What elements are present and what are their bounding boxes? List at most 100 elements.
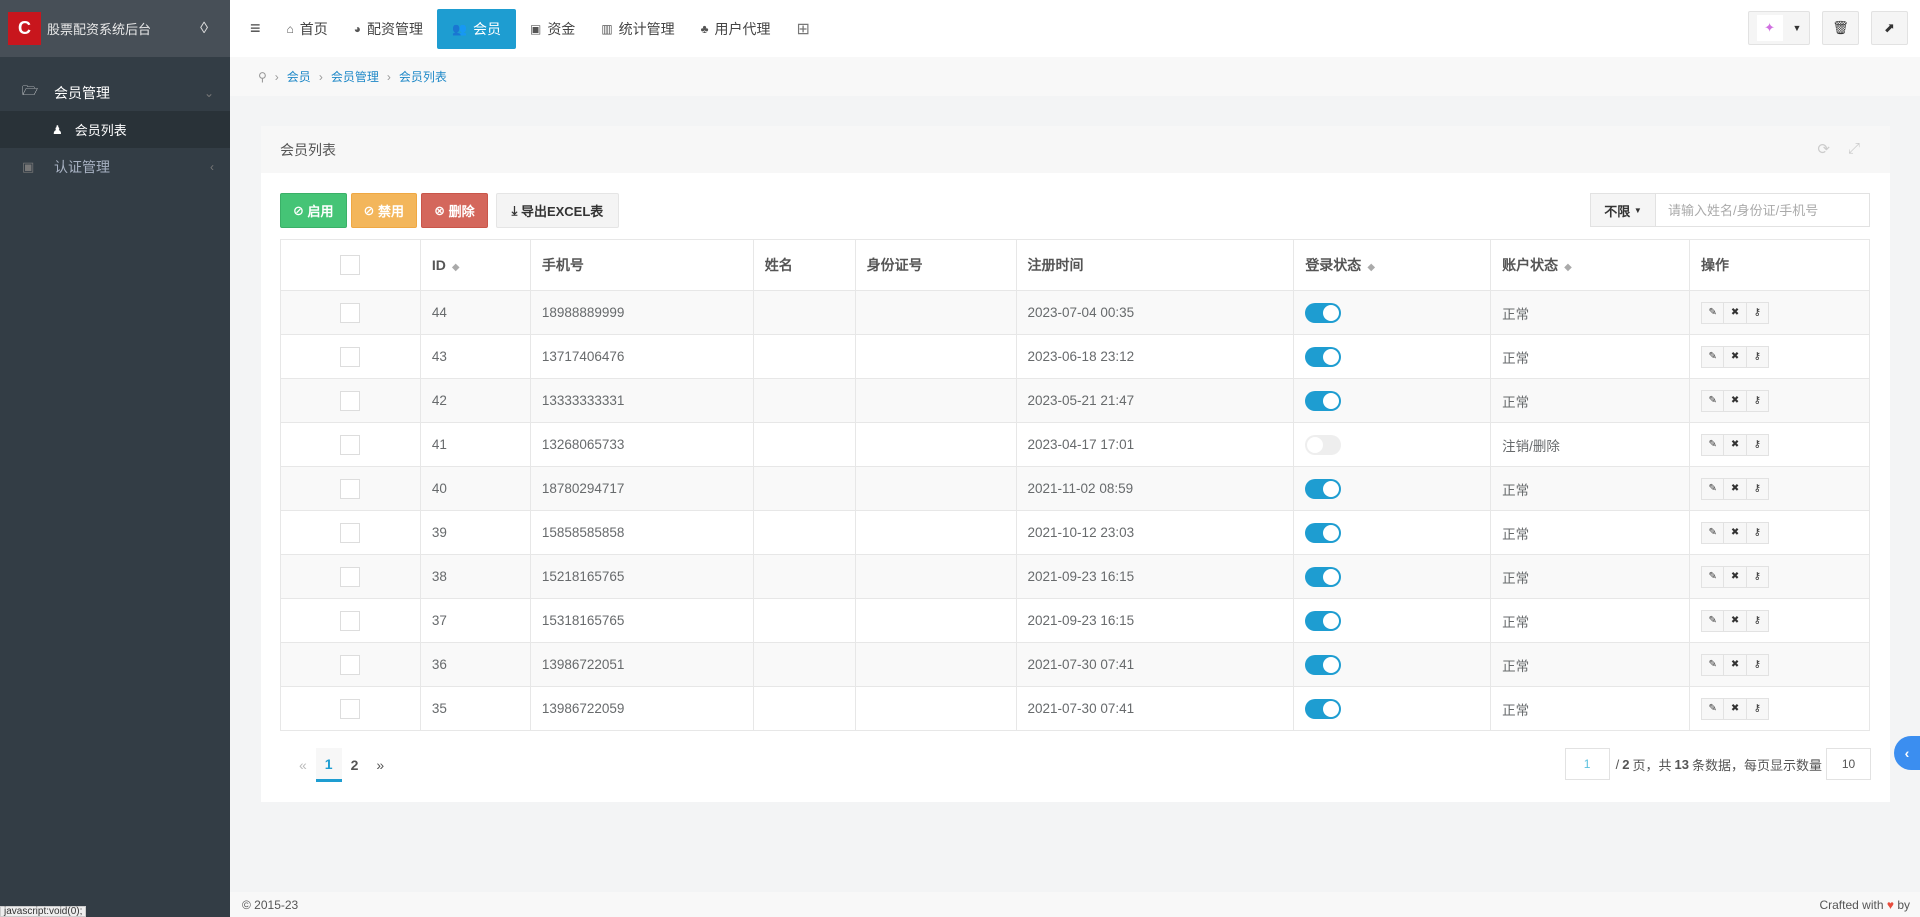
login-toggle[interactable] [1305,302,1342,323]
clear-cache-button[interactable]: 🗑 [1822,11,1859,45]
edit-icon[interactable]: ✎ [1702,698,1725,719]
export-excel-button[interactable]: ⤓ 导出EXCEL表 [495,193,620,228]
login-toggle[interactable] [1305,390,1342,411]
tab-member[interactable]: 👥 会员 [437,8,516,49]
theme-drop-icon[interactable]: ◊ [200,19,208,37]
row-checkbox[interactable] [340,522,361,543]
enable-button[interactable]: ⊘ 启用 [280,193,347,228]
row-checkbox[interactable] [340,302,361,323]
cell-name [752,290,856,335]
key-icon[interactable]: ⚷ [1753,615,1761,626]
cell-id: 37 [419,598,531,643]
page-jump-input[interactable]: 1 [1564,748,1610,780]
cell-idcard [854,510,1017,555]
cell-reg-time: 2021-07-30 07:41 [1015,686,1295,731]
breadcrumb-link[interactable]: 会员管理 [330,70,379,84]
edit-icon[interactable]: ✎ [1702,346,1725,367]
sidebar-item-member-management[interactable]: 🗁 会员管理 ⌄ [0,74,230,111]
page-size-input[interactable]: 10 [1826,748,1871,780]
key-icon[interactable]: ⚷ [1753,307,1761,318]
check-circle-icon: ⊘ [293,202,308,218]
refresh-icon[interactable]: ⟳ [1817,141,1830,158]
sidebar-item-member-list[interactable]: ♟ 会员列表 [0,111,230,148]
close-icon[interactable]: ✖ [1724,654,1747,675]
close-icon[interactable]: ✖ [1724,478,1747,499]
row-checkbox[interactable] [340,478,361,499]
login-toggle[interactable] [1305,698,1342,719]
row-checkbox[interactable] [340,434,361,455]
edit-icon[interactable]: ✎ [1702,434,1725,455]
pagination-prev[interactable]: « [299,757,307,773]
column-header-id[interactable]: ID ◆ [419,239,531,291]
collapse-side-panel-button[interactable]: ‹ [1894,736,1920,770]
key-icon[interactable]: ⚷ [1753,527,1761,538]
login-toggle[interactable] [1305,566,1342,587]
close-icon[interactable]: ✖ [1724,302,1747,323]
key-icon[interactable]: ⚷ [1753,483,1761,494]
pagination-page-2[interactable]: 2 [350,757,359,773]
table-row: 42 13333333331 2023-05-21 21:47 正常 ✎ ✖ ⚷ [280,378,1870,423]
row-checkbox[interactable] [340,610,361,631]
close-icon[interactable]: ✖ [1724,566,1747,587]
login-toggle[interactable] [1305,522,1342,543]
close-icon[interactable]: ✖ [1724,346,1747,367]
key-icon[interactable]: ⚷ [1753,395,1761,406]
key-icon[interactable]: ⚷ [1753,703,1761,714]
disable-button[interactable]: ⊘ 禁用 [350,193,418,228]
edit-icon[interactable]: ✎ [1702,654,1725,675]
column-header-login-status[interactable]: 登录状态 ◆ [1293,239,1492,291]
expand-icon[interactable]: ⤢ [1847,140,1860,157]
cell-idcard [854,422,1017,467]
menu-toggle-icon[interactable]: ≡ [250,18,261,38]
sort-icon: ◆ [451,262,460,273]
edit-icon[interactable]: ✎ [1702,522,1725,543]
delete-button[interactable]: ⊗ 删除 [421,193,488,228]
edit-icon[interactable]: ✎ [1702,390,1725,411]
edit-icon[interactable]: ✎ [1702,478,1725,499]
edit-icon[interactable]: ✎ [1702,566,1725,587]
trash-icon: 🗑 [1832,20,1849,35]
pagination-page-1[interactable]: 1 [315,748,342,782]
pagination-next[interactable]: » [376,757,385,773]
edit-icon[interactable]: ✎ [1702,610,1725,631]
key-icon[interactable]: ⚷ [1753,659,1761,670]
key-icon[interactable]: ⚷ [1753,351,1761,362]
breadcrumb-link[interactable]: 会员 [286,70,311,84]
cell-login-status [1293,598,1492,643]
key-icon[interactable]: ⚷ [1753,571,1761,582]
cell-login-status [1293,642,1492,687]
login-toggle[interactable] [1305,610,1342,631]
tab-funds[interactable]: ▣ 资金 [518,9,587,49]
login-toggle[interactable] [1305,478,1342,499]
row-checkbox[interactable] [340,346,361,367]
select-all-checkbox[interactable] [340,255,361,275]
login-toggle[interactable] [1305,434,1342,455]
tab-statistics[interactable]: ▥ 统计管理 [589,9,686,49]
close-icon[interactable]: ✖ [1724,610,1747,631]
fullscreen-button[interactable]: ⬈ [1871,11,1908,45]
cell-idcard [854,290,1017,335]
close-icon[interactable]: ✖ [1724,698,1747,719]
grid-icon[interactable]: ⊞ [796,20,810,38]
member-list-panel: 会员列表 ⟳ ⤢ ⊘ 启用 ⊘ 禁用 ⊗ 删除 ⤓ 导出EXCEL表 不限 ▼ I… [261,126,1890,802]
search-input[interactable] [1656,194,1869,226]
row-checkbox[interactable] [340,566,361,587]
login-toggle[interactable] [1305,654,1342,675]
filter-dropdown[interactable]: 不限 ▼ [1591,194,1656,226]
tab-financing[interactable]: ◕ 配资管理 [342,9,435,49]
row-checkbox[interactable] [340,654,361,675]
avatar-dropdown[interactable]: ✦ ▼ [1748,11,1810,45]
row-checkbox[interactable] [340,698,361,719]
row-checkbox[interactable] [340,390,361,411]
tab-home[interactable]: ⌂ 首页 [275,9,340,49]
key-icon[interactable]: ⚷ [1753,439,1761,450]
close-icon[interactable]: ✖ [1724,390,1747,411]
breadcrumb-link[interactable]: 会员列表 [398,70,447,84]
sidebar-item-verification[interactable]: ▣ 认证管理 ‹ [0,148,230,185]
close-icon[interactable]: ✖ [1724,434,1747,455]
close-icon[interactable]: ✖ [1724,522,1747,543]
edit-icon[interactable]: ✎ [1702,302,1725,323]
login-toggle[interactable] [1305,346,1342,367]
column-header-account-status[interactable]: 账户状态 ◆ [1490,239,1691,291]
tab-agent[interactable]: ♣ 用户代理 [689,9,783,49]
